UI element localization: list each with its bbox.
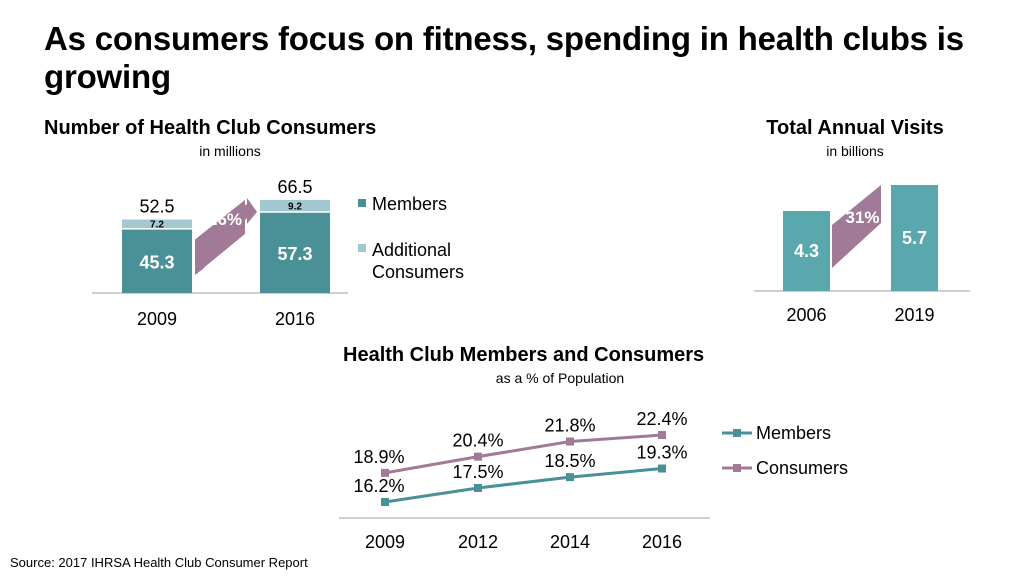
members-data-label: 17.5% bbox=[452, 462, 503, 482]
page-title: As consumers focus on fitness, spending … bbox=[44, 20, 964, 95]
members-data-label: 16.2% bbox=[353, 476, 404, 496]
legend-additional-swatch bbox=[358, 244, 366, 252]
visits-value-label: 5.7 bbox=[902, 228, 927, 248]
legend-additional-label-line1: Additional bbox=[372, 240, 451, 260]
members-point bbox=[474, 483, 482, 492]
consumers-chart-title: Number of Health Club Consumers bbox=[44, 117, 377, 139]
members-point bbox=[381, 498, 389, 506]
members-value-label: 45.3 bbox=[139, 252, 174, 272]
consumers-data-label: 18.9% bbox=[353, 447, 404, 467]
legend-consumers-label: Consumers bbox=[756, 458, 848, 478]
additional-value-label: 7.2 bbox=[150, 220, 164, 231]
consumers-line bbox=[384, 433, 663, 475]
visits-chart-subtitle: in billions bbox=[826, 143, 884, 159]
total-value-label: 66.5 bbox=[277, 177, 312, 197]
consumers-point bbox=[381, 468, 389, 477]
consumers-chart-subtitle: in millions bbox=[199, 143, 261, 159]
members-bar-2016 bbox=[260, 212, 330, 293]
population-chart-subtitle: as a % of Population bbox=[495, 370, 625, 386]
visits-x-tick-label: 2006 bbox=[786, 305, 826, 325]
population-x-tick-label: 2016 bbox=[642, 532, 682, 552]
total-value-label: 52.5 bbox=[139, 197, 174, 217]
consumers-point bbox=[474, 452, 482, 461]
additional-bar-2016 bbox=[260, 199, 330, 212]
members-data-label: 19.3% bbox=[636, 443, 687, 463]
consumers-x-tick-label: 2009 bbox=[137, 309, 177, 329]
visits-growth-arrow bbox=[832, 184, 881, 268]
legend-members-label: Members bbox=[372, 194, 447, 214]
visits-growth-label: 31% bbox=[845, 208, 879, 227]
visits-chart-title: Total Annual Visits bbox=[766, 117, 944, 139]
consumers-data-label: 21.8% bbox=[544, 416, 595, 436]
population-chart-title: Health Club Members and Consumers bbox=[343, 344, 705, 366]
additional-bar-2009 bbox=[122, 219, 192, 229]
members-line bbox=[384, 467, 663, 504]
additional-value-label: 9.2 bbox=[288, 201, 302, 212]
members-point bbox=[566, 473, 574, 482]
members-bar-2009 bbox=[122, 229, 192, 293]
visits-x-tick-label: 2019 bbox=[894, 305, 934, 325]
legend-additional-label-line2: Consumers bbox=[372, 262, 464, 282]
population-x-tick-label: 2009 bbox=[365, 532, 405, 552]
consumers-point bbox=[658, 431, 666, 440]
source-note: Source: 2017 IHRSA Health Club Consumer … bbox=[10, 555, 308, 570]
population-x-tick-label: 2012 bbox=[458, 532, 498, 552]
members-data-label: 18.5% bbox=[544, 451, 595, 471]
consumers-growth-arrow-body bbox=[195, 199, 245, 275]
legend-members-label: Members bbox=[756, 423, 831, 443]
population-x-tick-label: 2014 bbox=[550, 532, 590, 552]
members-value-label: 57.3 bbox=[277, 244, 312, 264]
consumers-data-label: 22.4% bbox=[636, 409, 687, 429]
visits-bar-2006 bbox=[783, 211, 830, 291]
legend-members-swatch bbox=[358, 199, 366, 207]
consumers-data-label: 20.4% bbox=[452, 431, 503, 451]
consumers-point bbox=[566, 437, 574, 446]
consumers-growth-label: 26% bbox=[208, 210, 242, 229]
visits-bar-2019 bbox=[891, 184, 938, 291]
consumers-x-tick-label: 2016 bbox=[275, 309, 315, 329]
members-point bbox=[658, 464, 666, 473]
legend-consumers-marker bbox=[733, 464, 741, 472]
visits-value-label: 4.3 bbox=[794, 241, 819, 261]
legend-members-marker bbox=[733, 429, 741, 437]
